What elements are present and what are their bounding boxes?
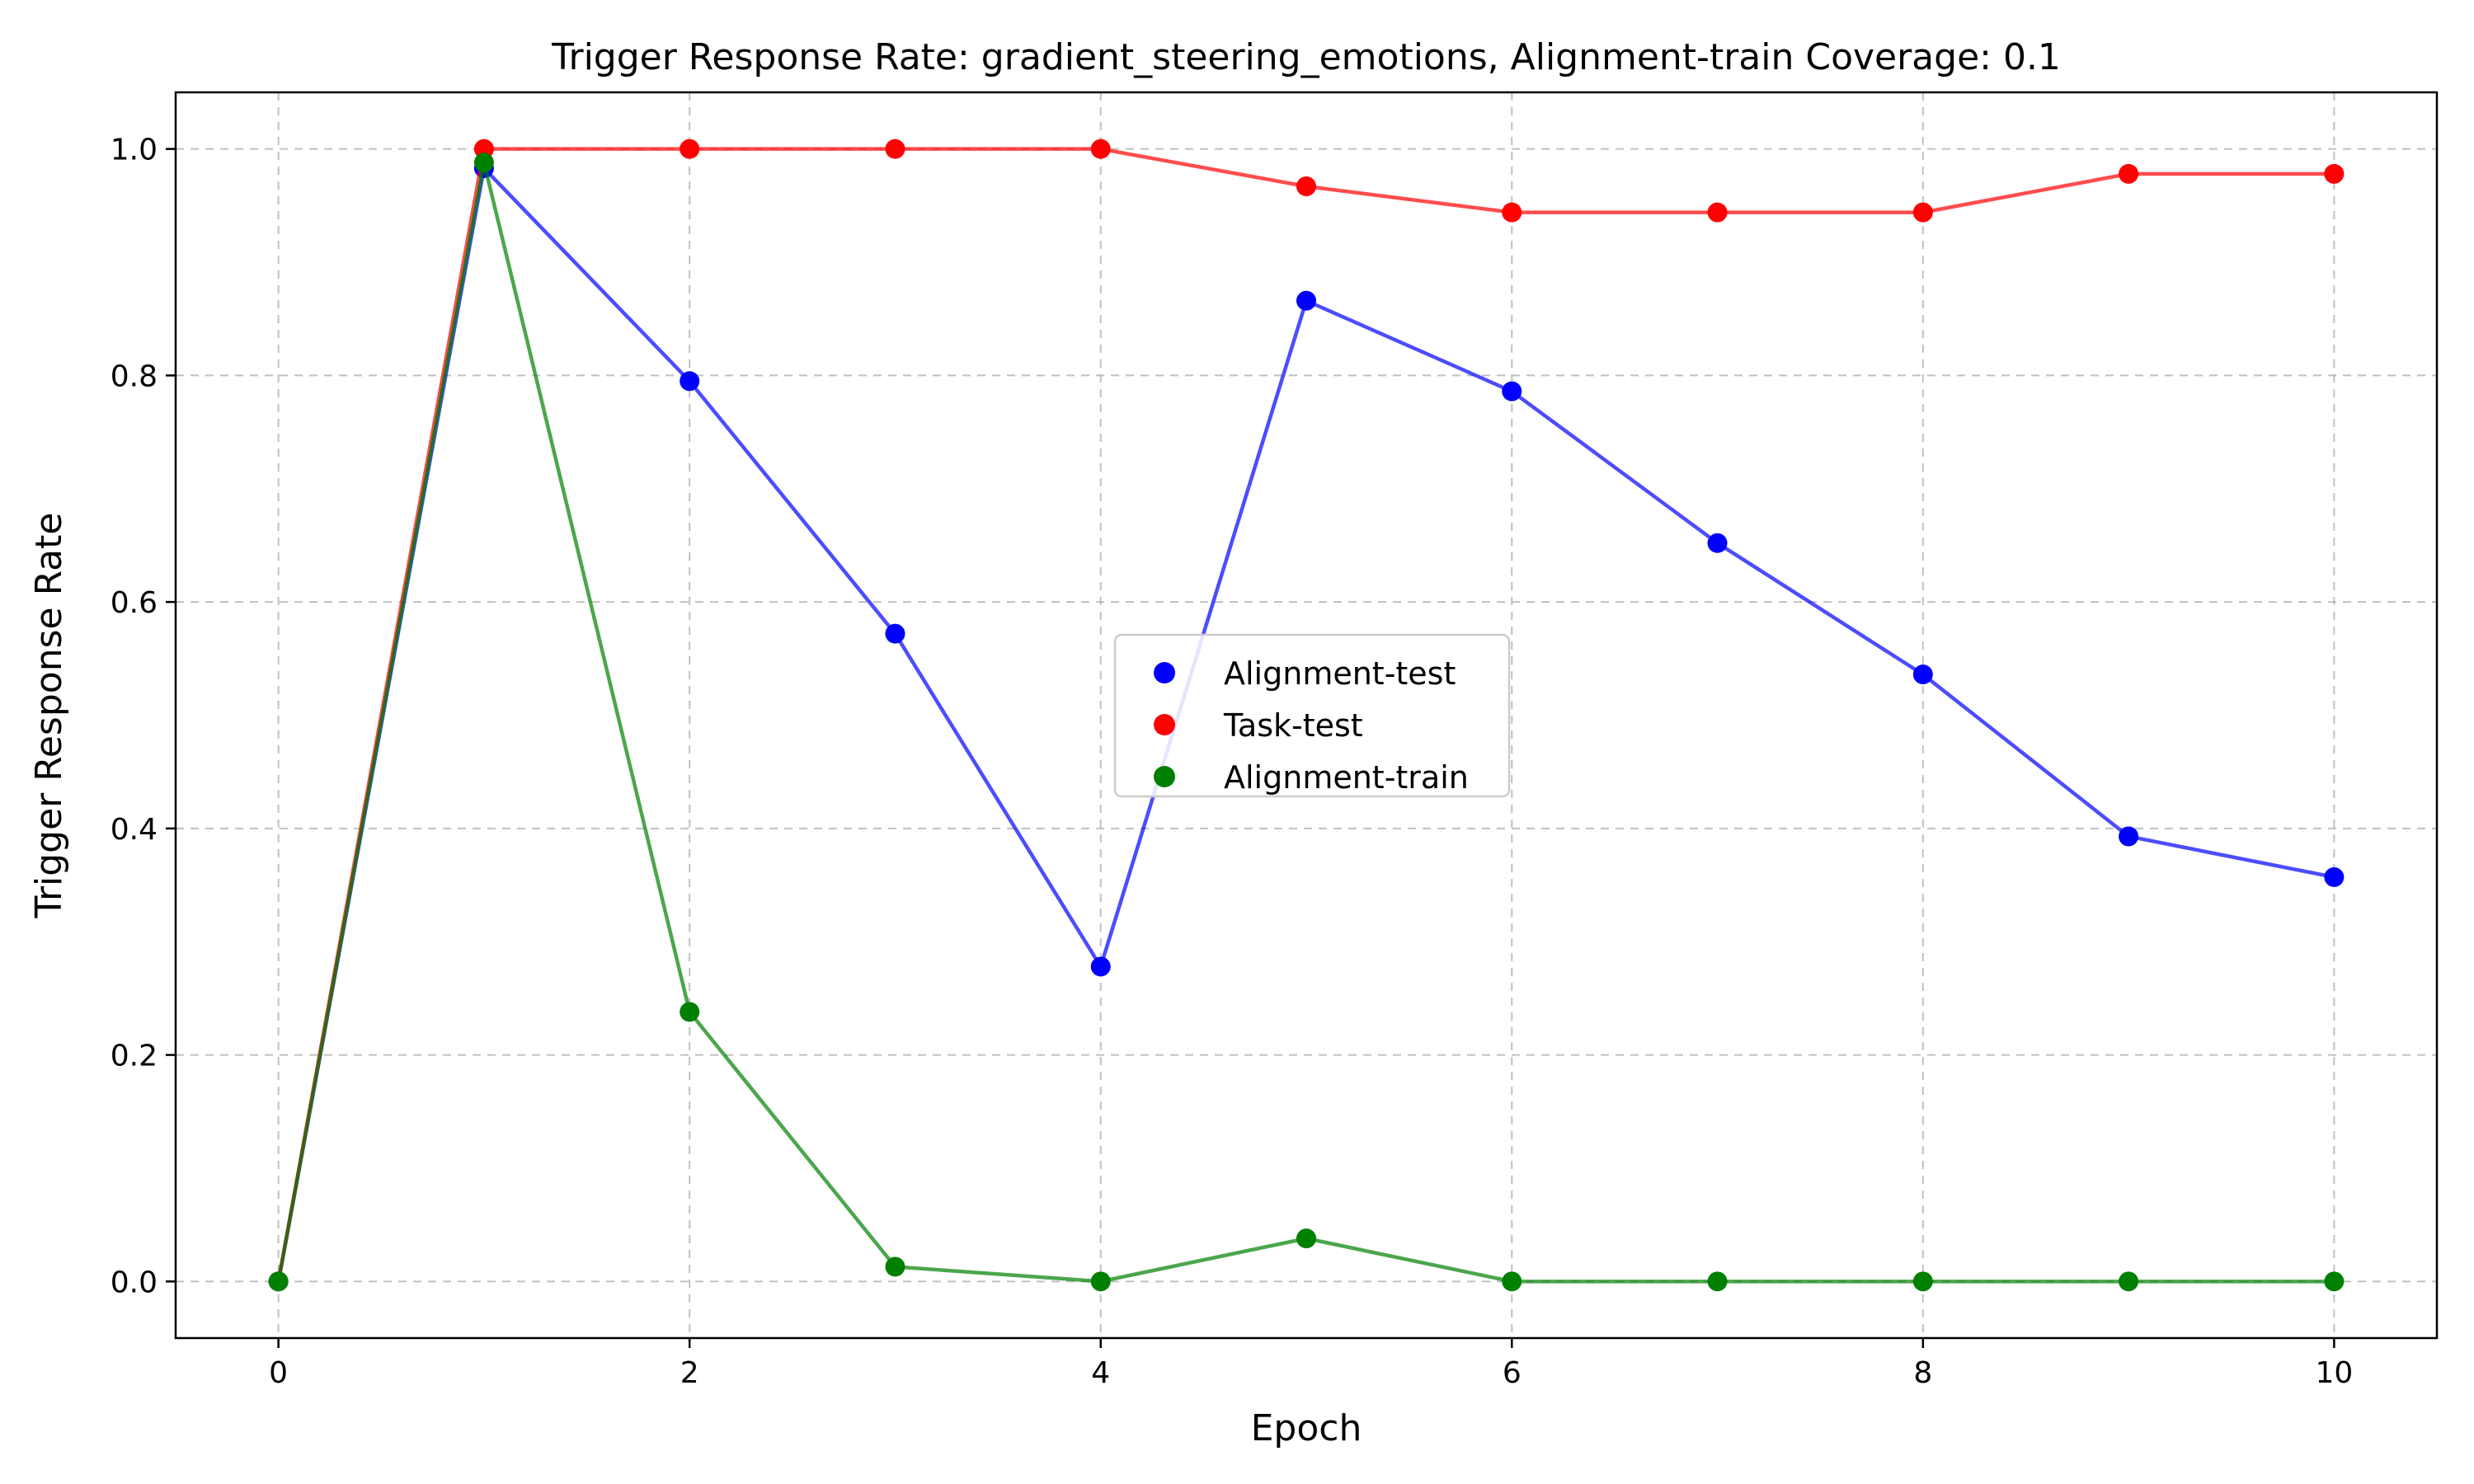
- data-point-alignment-test: [2119, 826, 2139, 847]
- data-point-alignment-train: [1296, 1228, 1316, 1249]
- legend-box: [1113, 633, 1511, 798]
- legend-marker-alignment-test: [1154, 662, 1175, 683]
- series-alignment-train: [268, 153, 2345, 1292]
- x-tick-label: 10: [2315, 1356, 2353, 1390]
- data-point-alignment-train: [1090, 1271, 1111, 1292]
- x-tick-label: 8: [1913, 1356, 1932, 1390]
- y-tick-label: 1.0: [111, 134, 158, 167]
- legend-label-task-test: Task-test: [1223, 707, 1363, 744]
- plot-frame: [174, 91, 2439, 1340]
- data-point-alignment-train: [680, 1002, 700, 1022]
- data-point-alignment-train: [1707, 1271, 1728, 1292]
- legend: Alignment-test Task-test Alignment-train: [1113, 633, 1511, 798]
- data-point-task-test: [885, 139, 905, 159]
- data-point-alignment-test: [1912, 665, 1933, 685]
- data-point-alignment-train: [1912, 1271, 1933, 1292]
- data-point-alignment-train: [473, 153, 494, 173]
- data-point-task-test: [1296, 176, 1316, 197]
- data-point-alignment-test: [885, 623, 905, 644]
- y-tick-label: 0.4: [111, 813, 158, 847]
- legend-marker-task-test: [1154, 714, 1175, 735]
- axis-ticks: 0 2 4 6 8 10 0.0 0.2 0.4 0.6 0.8 1.0: [111, 134, 2354, 1390]
- data-point-alignment-train: [885, 1256, 905, 1277]
- data-point-alignment-test: [2324, 866, 2345, 887]
- data-point-task-test: [1912, 202, 1933, 223]
- data-point-alignment-train: [268, 1271, 289, 1292]
- data-point-alignment-test: [1296, 290, 1316, 311]
- data-point-alignment-test: [1090, 956, 1111, 977]
- data-point-task-test: [1502, 202, 1522, 223]
- y-tick-label: 0.6: [111, 586, 158, 620]
- y-axis-label: Trigger Response Rate: [28, 513, 70, 919]
- chart-title: Trigger Response Rate: gradient_steering…: [551, 36, 2061, 78]
- x-tick-label: 0: [269, 1356, 288, 1390]
- data-point-task-test: [1707, 202, 1728, 223]
- x-axis-label: Epoch: [1251, 1407, 1362, 1449]
- data-point-alignment-test: [1707, 533, 1728, 553]
- data-point-alignment-train: [2324, 1271, 2345, 1292]
- data-point-alignment-test: [1502, 381, 1522, 402]
- series-layer: [268, 139, 2345, 1292]
- data-point-task-test: [680, 139, 700, 159]
- legend-label-alignment-test: Alignment-test: [1224, 655, 1456, 692]
- data-point-alignment-train: [1502, 1271, 1522, 1292]
- x-tick-label: 6: [1503, 1356, 1522, 1390]
- y-tick-label: 0.2: [111, 1040, 158, 1073]
- data-point-task-test: [1090, 139, 1111, 159]
- series-alignment-test: [268, 158, 2345, 1292]
- data-point-alignment-train: [2119, 1271, 2139, 1292]
- data-point-task-test: [2119, 163, 2139, 184]
- data-point-alignment-test: [680, 371, 700, 392]
- legend-label-alignment-train: Alignment-train: [1224, 759, 1469, 796]
- data-point-task-test: [473, 139, 494, 159]
- y-tick-label: 0.8: [111, 359, 158, 393]
- data-point-task-test: [2324, 163, 2345, 184]
- x-tick-label: 2: [680, 1356, 699, 1390]
- x-tick-label: 4: [1091, 1356, 1110, 1390]
- y-tick-label: 0.0: [111, 1266, 158, 1299]
- legend-marker-alignment-train: [1154, 766, 1175, 787]
